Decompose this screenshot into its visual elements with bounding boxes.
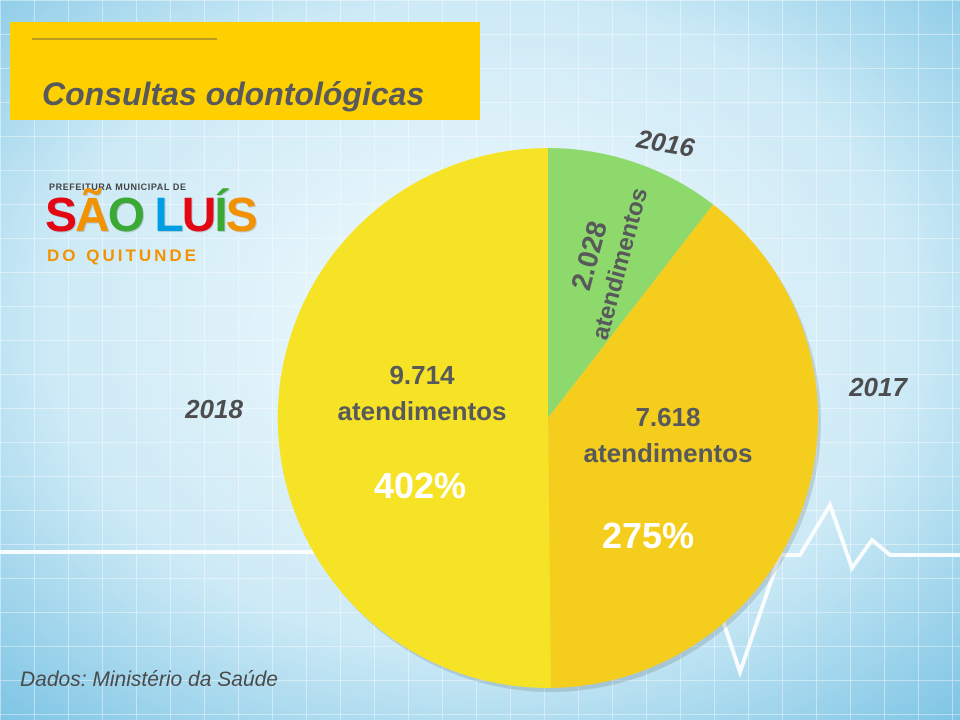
percent-label-2017: 275% xyxy=(602,515,694,556)
year-label-2018: 2018 xyxy=(184,394,243,424)
data-source: Dados: Ministério da Saúde xyxy=(20,668,278,691)
page-title: Consultas odontológicas xyxy=(42,76,425,112)
unit-label-2017: atendimentos xyxy=(583,438,752,468)
logo-letter: Í xyxy=(214,189,227,242)
pie-slice-2017 xyxy=(548,204,818,688)
logo-letter: S xyxy=(225,189,258,242)
title-underline xyxy=(32,38,217,40)
title-banner: Consultas odontológicas xyxy=(10,22,480,120)
percent-label-2018: 402% xyxy=(374,465,466,506)
logo-name: SÃO LUÍS xyxy=(45,189,258,242)
year-label-2017: 2017 xyxy=(848,372,908,402)
value-label-2017: 7.618 xyxy=(635,402,700,432)
pie-slice-2018 xyxy=(277,147,551,688)
logo: PREFEITURA MUNICIPAL DE SÃO LUÍS DO QUIT… xyxy=(45,182,258,272)
logo-sub-text: DO QUITUNDE xyxy=(47,246,199,265)
logo-top-text: PREFEITURA MUNICIPAL DE xyxy=(49,182,187,192)
unit-label-2018: atendimentos xyxy=(337,396,506,426)
pie-slice-2016 xyxy=(548,148,714,418)
value-label-2018: 9.714 xyxy=(389,360,455,390)
logo-letter: L xyxy=(154,189,183,242)
logo-letter: O xyxy=(107,189,145,242)
year-label-2016: 2016 xyxy=(633,123,697,163)
logo-letter: S xyxy=(45,189,77,242)
logo-letter: Ã xyxy=(75,189,110,242)
logo-letter: U xyxy=(181,189,217,242)
